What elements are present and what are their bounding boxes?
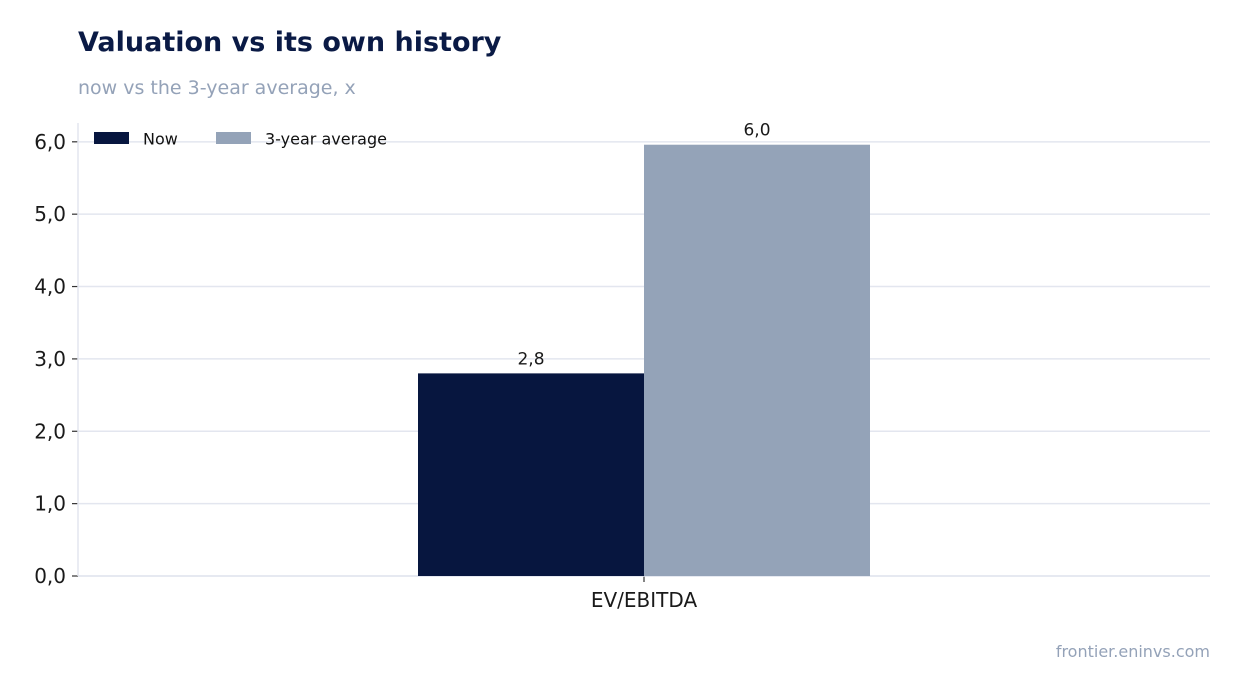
y-tick-label: 2,0 <box>34 419 66 443</box>
y-tick-label: 4,0 <box>34 275 66 299</box>
y-tick-label: 0,0 <box>34 564 66 588</box>
legend-swatch-3-year-average <box>216 132 251 144</box>
legend-label-3-year-average: 3-year average <box>265 130 387 149</box>
bar-value-label: 2,8 <box>517 349 544 369</box>
bar-value-label: 6,0 <box>743 121 770 141</box>
legend: Now 3-year average <box>94 130 387 149</box>
axes: 0,0 1,0 2,0 3,0 4,0 5,0 6,0 EV/EBITDA <box>34 123 1210 612</box>
chart-subtitle: now vs the 3-year average, x <box>78 77 356 99</box>
legend-label-now: Now <box>143 130 178 149</box>
chart-title: Valuation vs its own history <box>78 27 502 58</box>
bars <box>418 144 870 576</box>
bar-now <box>418 373 644 576</box>
source-footer: frontier.eninvs.com <box>1055 642 1210 661</box>
x-category-label: EV/EBITDA <box>591 588 698 612</box>
data-labels: 2,8 6,0 <box>517 121 770 370</box>
legend-swatch-now <box>94 132 129 144</box>
y-tick-label: 6,0 <box>34 130 66 154</box>
y-tick-label: 3,0 <box>34 347 66 371</box>
y-tick-label: 5,0 <box>34 202 66 226</box>
bar-3-year-average <box>644 144 870 576</box>
y-tick-label: 1,0 <box>34 492 66 516</box>
